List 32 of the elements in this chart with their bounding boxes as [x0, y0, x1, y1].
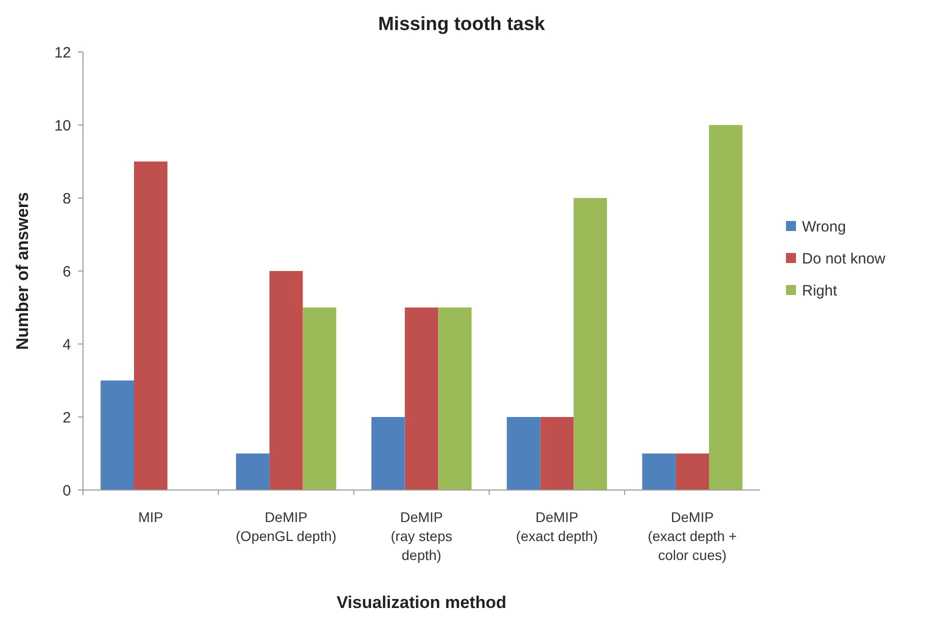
legend-label: Right	[802, 282, 838, 300]
bar	[100, 380, 134, 490]
legend-label: Wrong	[802, 218, 846, 236]
x-axis-title: Visualization method	[336, 593, 506, 612]
bar	[540, 417, 574, 490]
bar	[269, 271, 303, 490]
x-tick-label: DeMIP (exact depth + color cues)	[648, 509, 737, 563]
bar	[134, 162, 168, 490]
y-axis-title: Number of answers	[13, 192, 32, 350]
y-tick-label: 2	[62, 409, 71, 426]
bar	[302, 308, 336, 490]
chart-title: Missing tooth task	[378, 14, 546, 35]
x-tick-label: DeMIP (ray steps depth)	[390, 509, 452, 563]
y-tick-label: 8	[62, 190, 71, 208]
y-tick-label: 6	[62, 263, 71, 280]
legend-label: Do not know	[802, 250, 886, 268]
bar	[676, 454, 709, 490]
bar	[404, 308, 438, 490]
bar	[236, 454, 270, 490]
bar	[642, 454, 676, 490]
y-tick-label: 10	[54, 117, 71, 134]
y-tick-label: 0	[62, 482, 71, 500]
y-tick-label: 4	[62, 336, 71, 354]
y-tick-label: 12	[54, 44, 71, 62]
bar	[709, 125, 742, 490]
bar	[506, 417, 540, 490]
x-tick-label: MIP	[138, 509, 164, 525]
bar	[574, 198, 607, 490]
x-tick-label: DeMIP (exact depth)	[516, 509, 598, 544]
bar	[371, 417, 405, 490]
x-tick-label: DeMIP (OpenGL depth)	[236, 509, 336, 544]
bar	[438, 308, 472, 490]
